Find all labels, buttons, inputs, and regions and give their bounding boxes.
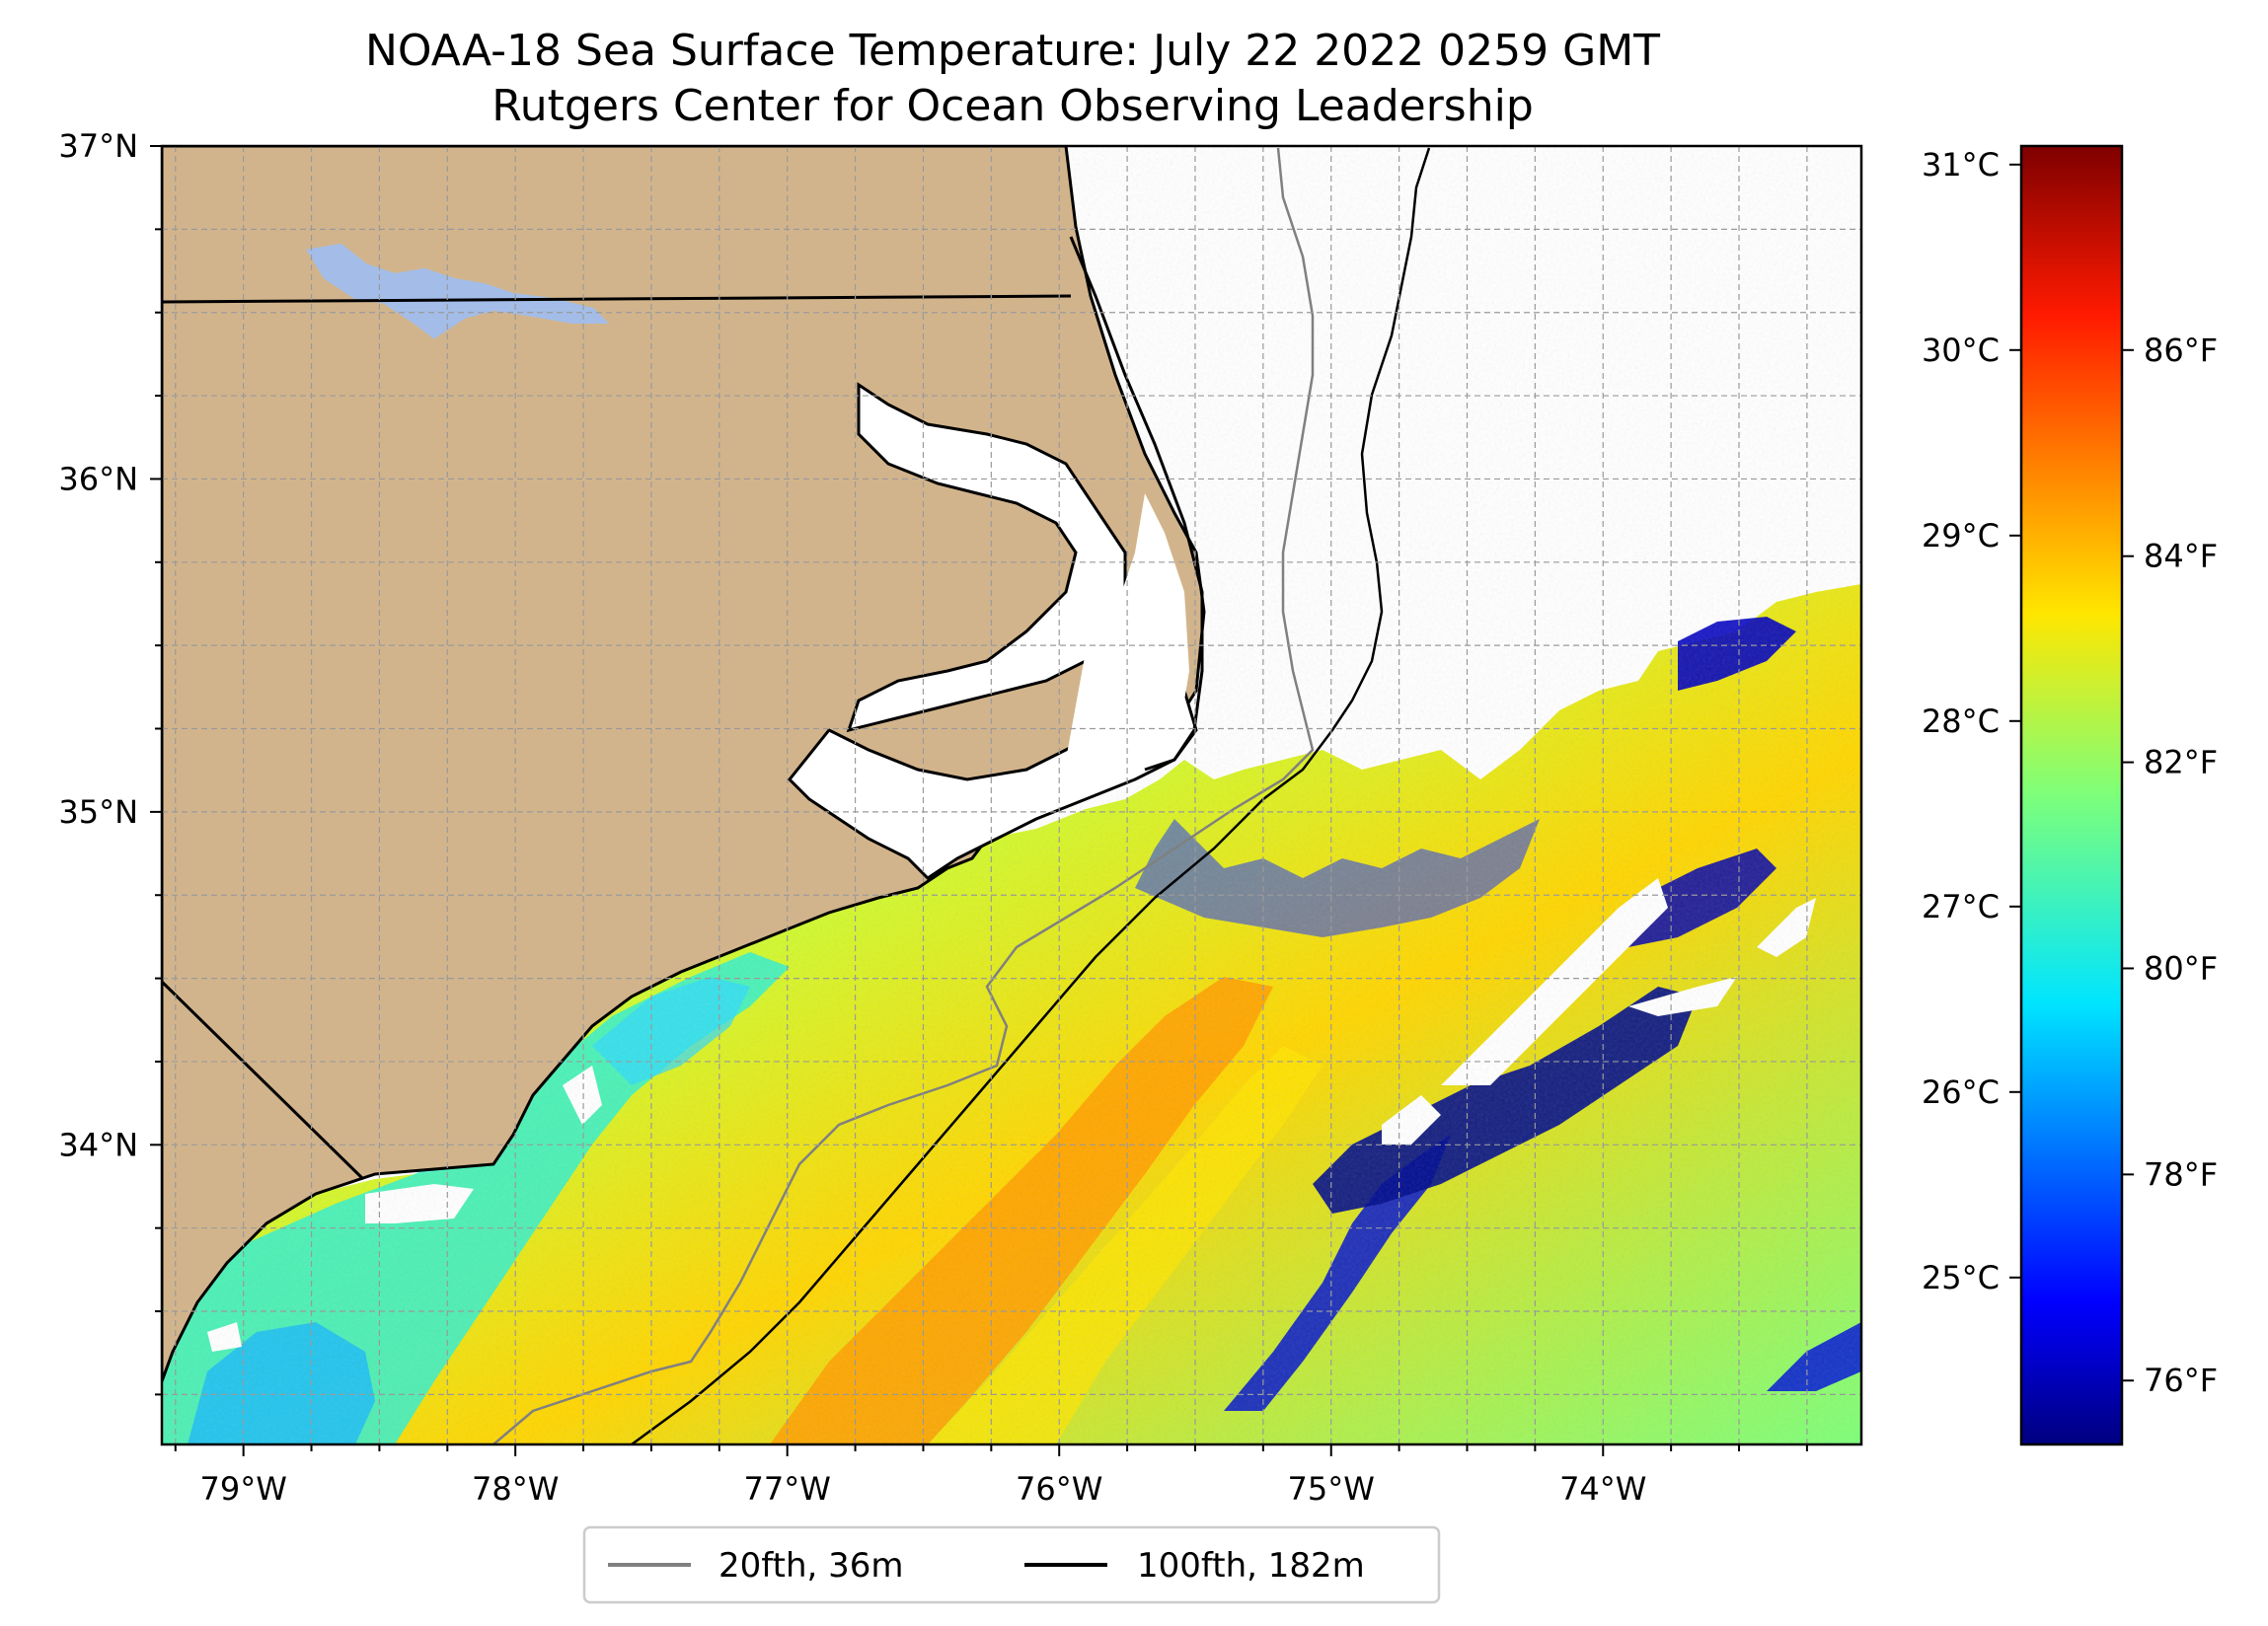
colorbar-celsius-axis: 31°C 30°C 29°C 28°C 27°C 26°C 25°C bbox=[1922, 146, 2021, 1296]
title-line-1: NOAA-18 Sea Surface Temperature: July 22… bbox=[365, 26, 1660, 76]
colorbar-celsius-label: 28°C bbox=[1922, 702, 2000, 740]
colorbar-fahrenheit-label: 86°F bbox=[2144, 332, 2218, 369]
isobath-legend: 20fth, 36m 100fth, 182m bbox=[582, 1525, 1441, 1604]
lat-label: 34°N bbox=[58, 1126, 138, 1163]
map-frame bbox=[160, 144, 1863, 1446]
colorbar-celsius-label: 29°C bbox=[1922, 517, 2000, 554]
lon-label: 74°W bbox=[1559, 1470, 1646, 1508]
lake-kerr bbox=[306, 243, 610, 339]
colorbar-celsius-label: 26°C bbox=[1922, 1073, 2000, 1111]
gridlines bbox=[162, 146, 1861, 1444]
colorbar: 31°C 30°C 29°C 28°C 27°C 26°C 25°C 86°F 84°F 82°… bbox=[1922, 144, 2218, 1446]
colorbar-celsius-label: 30°C bbox=[1922, 332, 2000, 369]
colorbar-celsius-label: 25°C bbox=[1922, 1259, 2000, 1296]
legend-box bbox=[582, 1525, 1441, 1604]
state-border-va-nc bbox=[162, 294, 1072, 304]
map-panel bbox=[162, 146, 1861, 1444]
legend-label-20fth: 20fth, 36m bbox=[718, 1546, 904, 1586]
colorbar-celsius-label: 31°C bbox=[1922, 146, 2000, 184]
colorbar-fahrenheit-label: 84°F bbox=[2144, 538, 2218, 575]
isobath-100fth bbox=[631, 147, 1431, 1444]
lon-label: 76°W bbox=[1016, 1470, 1102, 1508]
colorbar-fahrenheit-label: 78°F bbox=[2144, 1155, 2218, 1193]
isobath-20fth bbox=[492, 147, 1315, 1444]
lon-label: 75°W bbox=[1288, 1470, 1375, 1508]
lat-axis: 37°N 36°N 35°N 34°N bbox=[58, 127, 162, 1396]
state-border-nc-sc bbox=[162, 980, 365, 1181]
colorbar-fahrenheit-label: 80°F bbox=[2144, 949, 2218, 987]
sound-pamlico-east bbox=[1066, 493, 1189, 779]
outer-banks-barrier bbox=[1069, 236, 1204, 772]
lat-label: 36°N bbox=[58, 460, 138, 497]
legend-label-100fth: 100fth, 182m bbox=[1137, 1546, 1365, 1586]
colorbar-celsius-label: 27°C bbox=[1922, 888, 2000, 925]
title-line-2: Rutgers Center for Ocean Observing Leade… bbox=[491, 81, 1534, 131]
colorbar-fahrenheit-axis: 86°F 84°F 82°F 80°F 78°F 76°F bbox=[2122, 332, 2218, 1399]
colorbar-fahrenheit-label: 82°F bbox=[2144, 744, 2218, 781]
lat-label: 35°N bbox=[58, 793, 138, 831]
lon-label: 78°W bbox=[472, 1470, 559, 1508]
lat-label: 37°N bbox=[58, 127, 138, 165]
lon-axis: 79°W 78°W 77°W 76°W 75°W 74°W bbox=[174, 1444, 1808, 1508]
colorbar-fahrenheit-label: 76°F bbox=[2144, 1362, 2218, 1399]
lon-label: 79°W bbox=[199, 1470, 286, 1508]
lon-label: 77°W bbox=[744, 1470, 831, 1508]
sound-albemarle bbox=[846, 382, 1127, 733]
colorbar-gradient bbox=[2019, 144, 2124, 1446]
